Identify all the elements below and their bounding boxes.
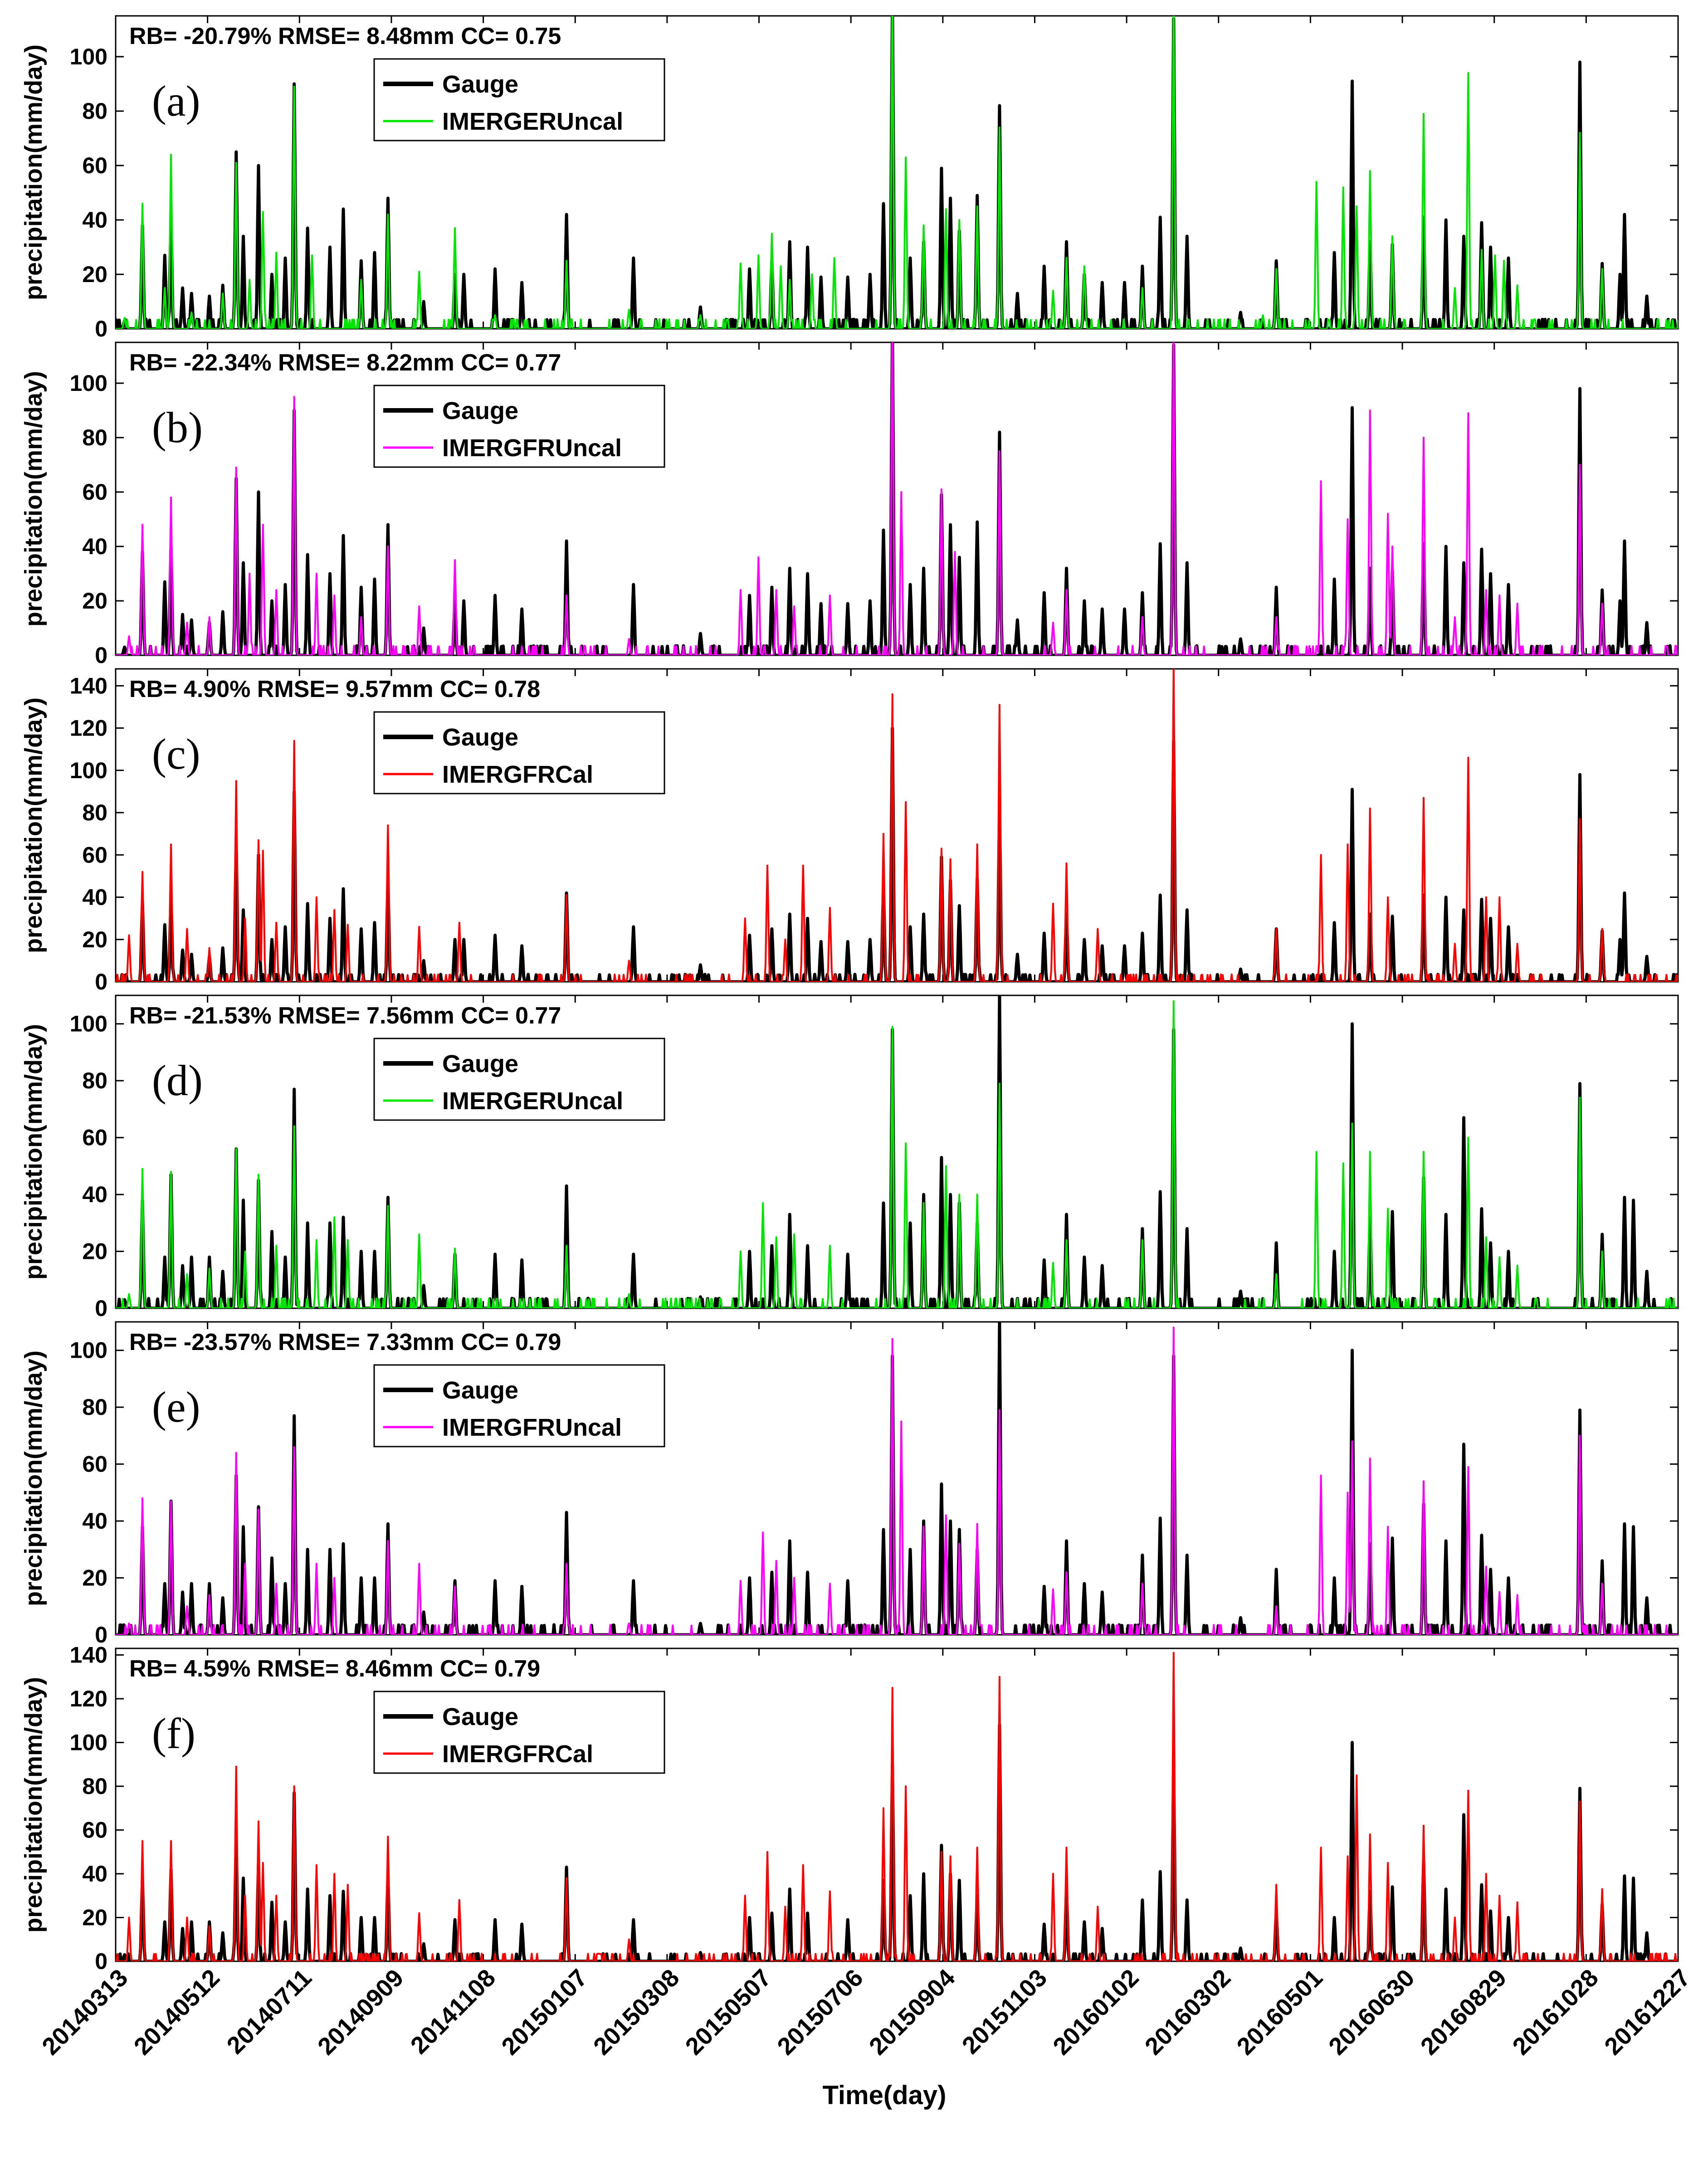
y-tick-label: 100 (70, 370, 107, 396)
legend-label: Gauge (442, 1703, 518, 1730)
panel-1: 0 20 40 60 80 100 precipitation(mm/day) RB= -20… (20, 15, 1679, 341)
y-tick-label: 0 (95, 1622, 107, 1647)
y-tick-label: 60 (82, 842, 107, 867)
y-tick-label: 0 (95, 643, 107, 668)
y-tick-label: 40 (82, 1861, 107, 1886)
y-tick-label: 140 (70, 673, 107, 698)
stats-annotation: RB= -20.79% RMSE= 8.48mm CC= 0.75 (129, 23, 561, 49)
y-tick-label: 120 (70, 1686, 107, 1711)
y-tick-label: 20 (82, 927, 107, 952)
legend-label: Gauge (442, 397, 518, 424)
series-line-gauge (116, 342, 1678, 655)
y-tick-label: 80 (82, 1394, 107, 1420)
y-tick-label: 40 (82, 1508, 107, 1534)
legend-label: Gauge (442, 71, 518, 98)
y-axis-label: precipitation(mm/day) (20, 697, 47, 953)
y-tick-label: 20 (82, 1565, 107, 1591)
series-line-gauge (116, 995, 1678, 1308)
y-tick-label: 60 (82, 1125, 107, 1150)
legend-label: IMERGERUncal (442, 108, 623, 135)
y-tick-label: 40 (82, 1182, 107, 1207)
panel-label: (d) (152, 1056, 203, 1105)
panel-label: (c) (152, 730, 200, 778)
y-tick-label: 80 (82, 800, 107, 825)
y-tick-label: 20 (82, 588, 107, 614)
panel-3: 0 20 40 60 80 100 120 140 precipitation(mm/day) R… (20, 668, 1679, 994)
y-tick-label: 60 (82, 479, 107, 505)
legend-box (373, 1364, 665, 1447)
y-tick-label: 100 (70, 1011, 107, 1037)
y-tick-label: 40 (82, 885, 107, 910)
legend-label: IMERGFRCal (442, 1740, 593, 1768)
y-tick-label: 0 (95, 969, 107, 994)
panel-label: (a) (152, 77, 200, 125)
y-tick-label: 80 (82, 1068, 107, 1093)
y-tick-label: 20 (82, 1905, 107, 1930)
y-tick-label: 100 (70, 1730, 107, 1755)
x-axis-label: Time(day) (823, 2081, 947, 2110)
panel-5: 0 20 40 60 80 100 precipitation(mm/day) RB= -23… (20, 1321, 1679, 1647)
legend-box (373, 1038, 665, 1121)
y-tick-label: 60 (82, 1452, 107, 1477)
y-tick-label: 0 (95, 1949, 107, 1974)
y-tick-label: 20 (82, 262, 107, 287)
legend-box (373, 58, 665, 141)
y-tick-label: 100 (70, 1338, 107, 1363)
y-tick-label: 0 (95, 1296, 107, 1321)
panel-6: 0 20 40 60 80 100 120 140 precipitation(mm/day) R… (20, 1642, 1679, 1974)
legend-box (373, 1691, 665, 1774)
series-line-gauge (116, 1322, 1678, 1635)
series-line-gauge (116, 726, 1678, 982)
stats-annotation: RB= -22.34% RMSE= 8.22mm CC= 0.77 (129, 350, 561, 376)
y-tick-label: 100 (70, 44, 107, 69)
stats-annotation: RB= 4.59% RMSE= 8.46mm CC= 0.79 (129, 1656, 540, 1682)
series-line-gauge (116, 1723, 1678, 1961)
panel-label: (e) (152, 1383, 200, 1431)
panel-4: 0 20 40 60 80 100 precipitation(mm/day) RB= -21… (20, 994, 1679, 1321)
series-line-gauge (116, 16, 1678, 329)
y-axis-label: precipitation(mm/day) (20, 1024, 47, 1280)
y-tick-label: 80 (82, 98, 107, 124)
panels: 0 20 40 60 80 100 precipitation(mm/day) RB= -20… (20, 15, 1679, 1974)
series-line-satellite (116, 1652, 1678, 1961)
legend-label: IMERGFRUncal (442, 434, 622, 462)
series-line-satellite (116, 16, 1678, 329)
legend-box (373, 385, 665, 468)
y-tick-label: 100 (70, 758, 107, 783)
y-tick-label: 60 (82, 1817, 107, 1842)
stats-annotation: RB= -21.53% RMSE= 7.56mm CC= 0.77 (129, 1003, 561, 1029)
legend-label: Gauge (442, 724, 518, 751)
y-axis-label: precipitation(mm/day) (20, 371, 47, 627)
y-tick-label: 120 (70, 716, 107, 741)
legend-label: IMERGFRCal (442, 761, 593, 788)
stats-annotation: RB= 4.90% RMSE= 9.57mm CC= 0.78 (129, 676, 540, 702)
legend-box (373, 711, 665, 794)
y-tick-label: 20 (82, 1239, 107, 1264)
panel-label: (b) (152, 403, 203, 452)
y-tick-label: 80 (82, 425, 107, 450)
y-tick-label: 40 (82, 207, 107, 233)
y-tick-label: 0 (95, 316, 107, 341)
legend-label: IMERGERUncal (442, 1087, 623, 1115)
panel-label: (f) (152, 1709, 195, 1758)
y-tick-label: 40 (82, 534, 107, 559)
legend-label: Gauge (442, 1377, 518, 1404)
y-tick-label: 140 (70, 1642, 107, 1667)
y-tick-label: 60 (82, 153, 107, 178)
y-tick-label: 80 (82, 1774, 107, 1799)
y-axis-label: precipitation(mm/day) (20, 1350, 47, 1606)
legend-label: IMERGFRUncal (442, 1414, 622, 1441)
y-axis-label: precipitation(mm/day) (20, 44, 47, 300)
legend-label: Gauge (442, 1050, 518, 1077)
series-line-satellite (116, 1000, 1678, 1308)
panel-2: 0 20 40 60 80 100 precipitation(mm/day) RB= -22… (20, 341, 1679, 668)
stats-annotation: RB= -23.57% RMSE= 7.33mm CC= 0.79 (129, 1329, 561, 1355)
y-axis-label: precipitation(mm/day) (20, 1677, 47, 1933)
